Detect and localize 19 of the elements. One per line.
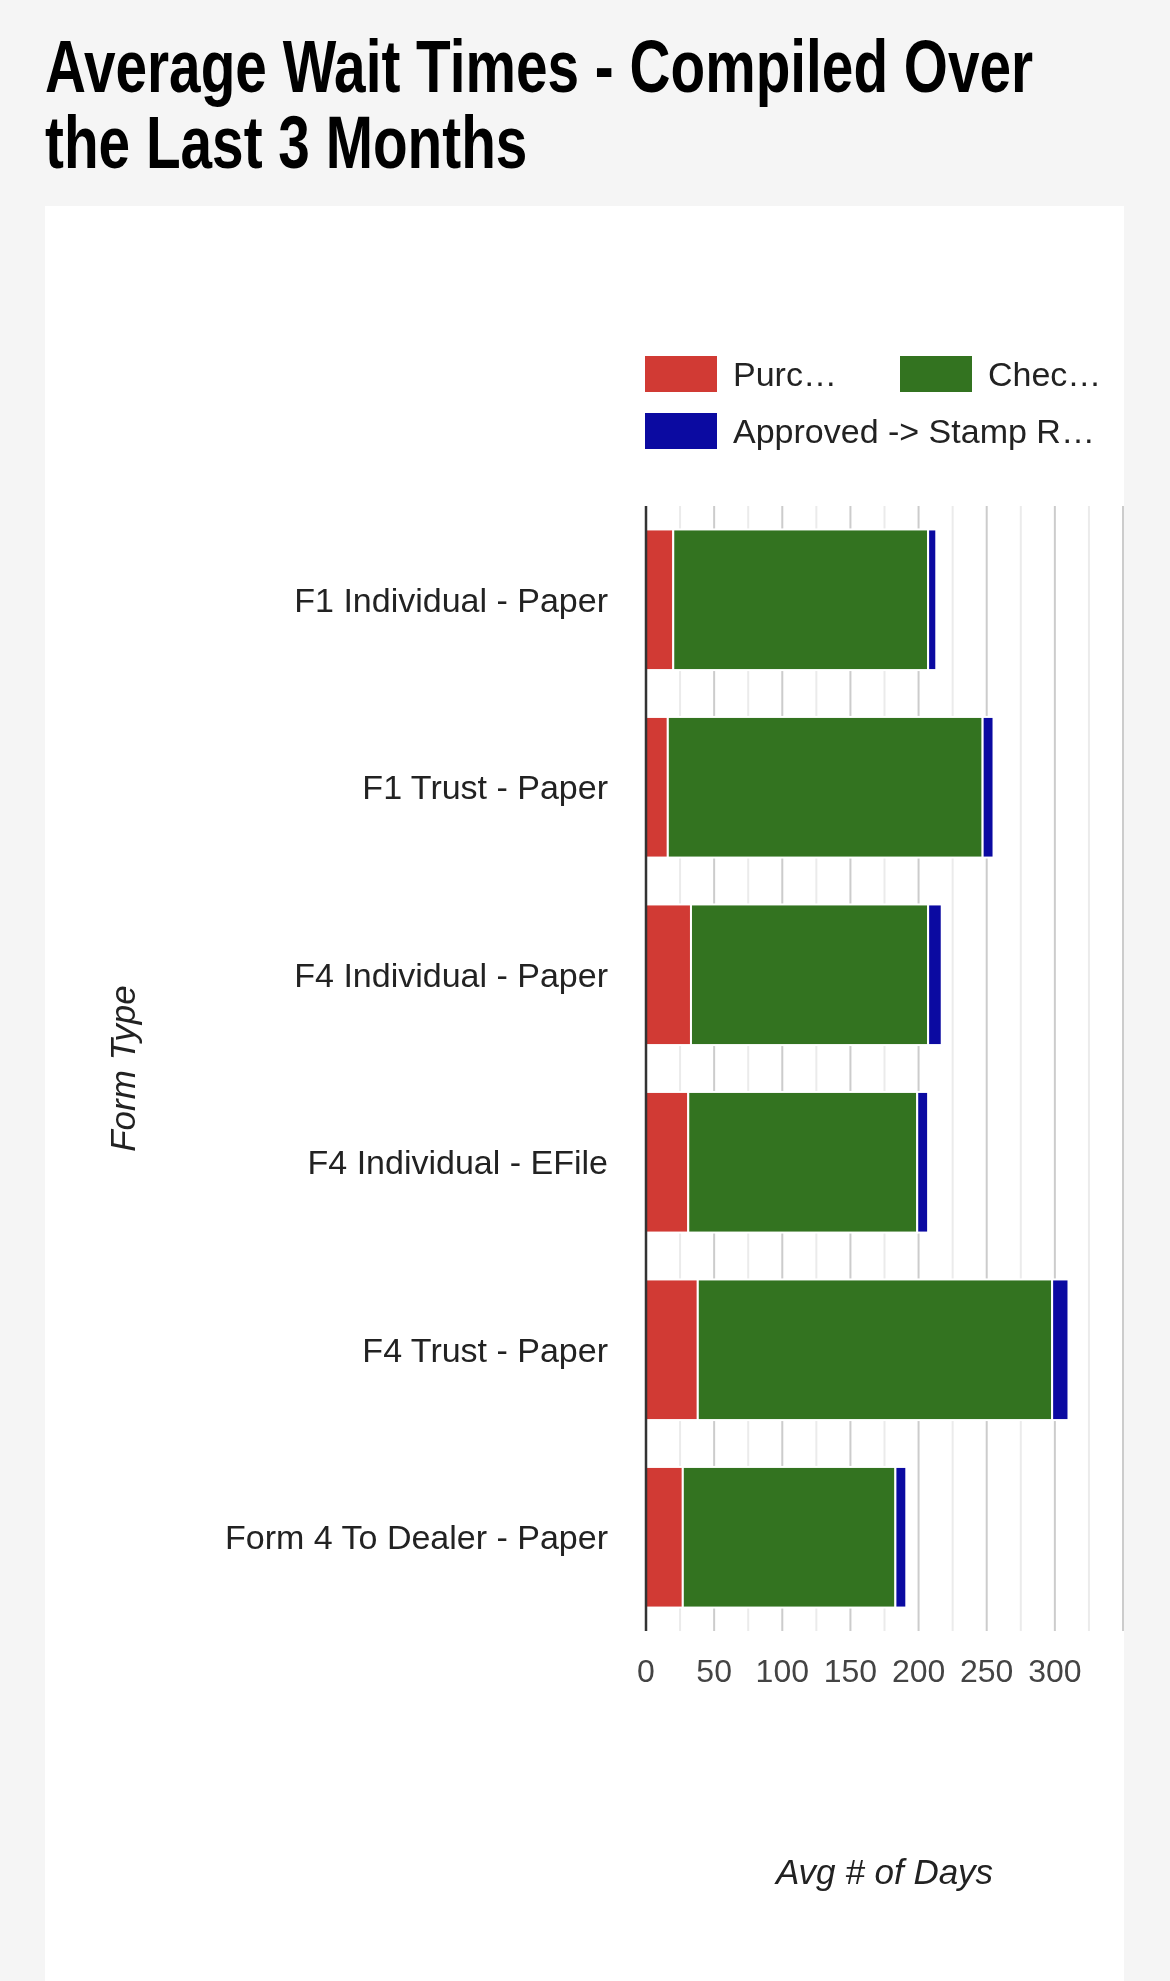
y-axis-title: Form Type bbox=[103, 985, 142, 1152]
x-tick-label: 50 bbox=[696, 1653, 732, 1689]
x-tick-label: 150 bbox=[823, 1653, 878, 1689]
chart-title: Average Wait Times - Compiled Over the Last 3 Months bbox=[45, 24, 1034, 184]
x-axis-title: Avg # of Days bbox=[773, 1852, 994, 1891]
y-tick-label: F4 Individual - Paper bbox=[294, 955, 608, 994]
x-tick-label: 200 bbox=[891, 1653, 946, 1689]
x-tick-label: 300 bbox=[1028, 1653, 1082, 1689]
y-tick-label: F4 Trust - Paper bbox=[362, 1330, 608, 1369]
x-tick-label: 250 bbox=[960, 1653, 1014, 1689]
y-tick-label: F1 Individual - Paper bbox=[294, 580, 608, 619]
legend-label: Chec… bbox=[988, 355, 1102, 393]
x-tick-label: 0 bbox=[637, 1653, 655, 1689]
y-tick-label: Form 4 To Dealer - Paper bbox=[225, 1518, 608, 1557]
y-tick-label: F4 Individual - EFile bbox=[307, 1143, 608, 1182]
legend-label: Approved -> Stamp R… bbox=[733, 412, 1095, 450]
y-tick-label: F1 Trust - Paper bbox=[362, 768, 608, 807]
x-tick-label: 100 bbox=[755, 1653, 809, 1689]
legend-label: Purc… bbox=[733, 355, 837, 393]
